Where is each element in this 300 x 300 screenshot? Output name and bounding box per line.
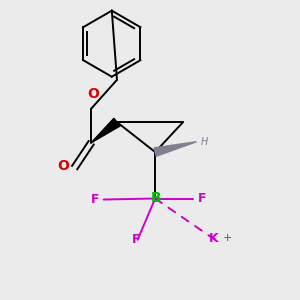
Text: F: F [90,193,99,206]
Text: +: + [223,233,232,243]
Text: F: F [132,233,140,246]
Text: O: O [87,87,99,101]
Polygon shape [91,118,120,143]
Text: K: K [209,232,218,245]
Text: F: F [198,192,206,205]
Polygon shape [154,142,197,156]
Text: B: B [151,191,161,205]
Text: O: O [57,159,69,173]
Text: H: H [201,137,208,147]
